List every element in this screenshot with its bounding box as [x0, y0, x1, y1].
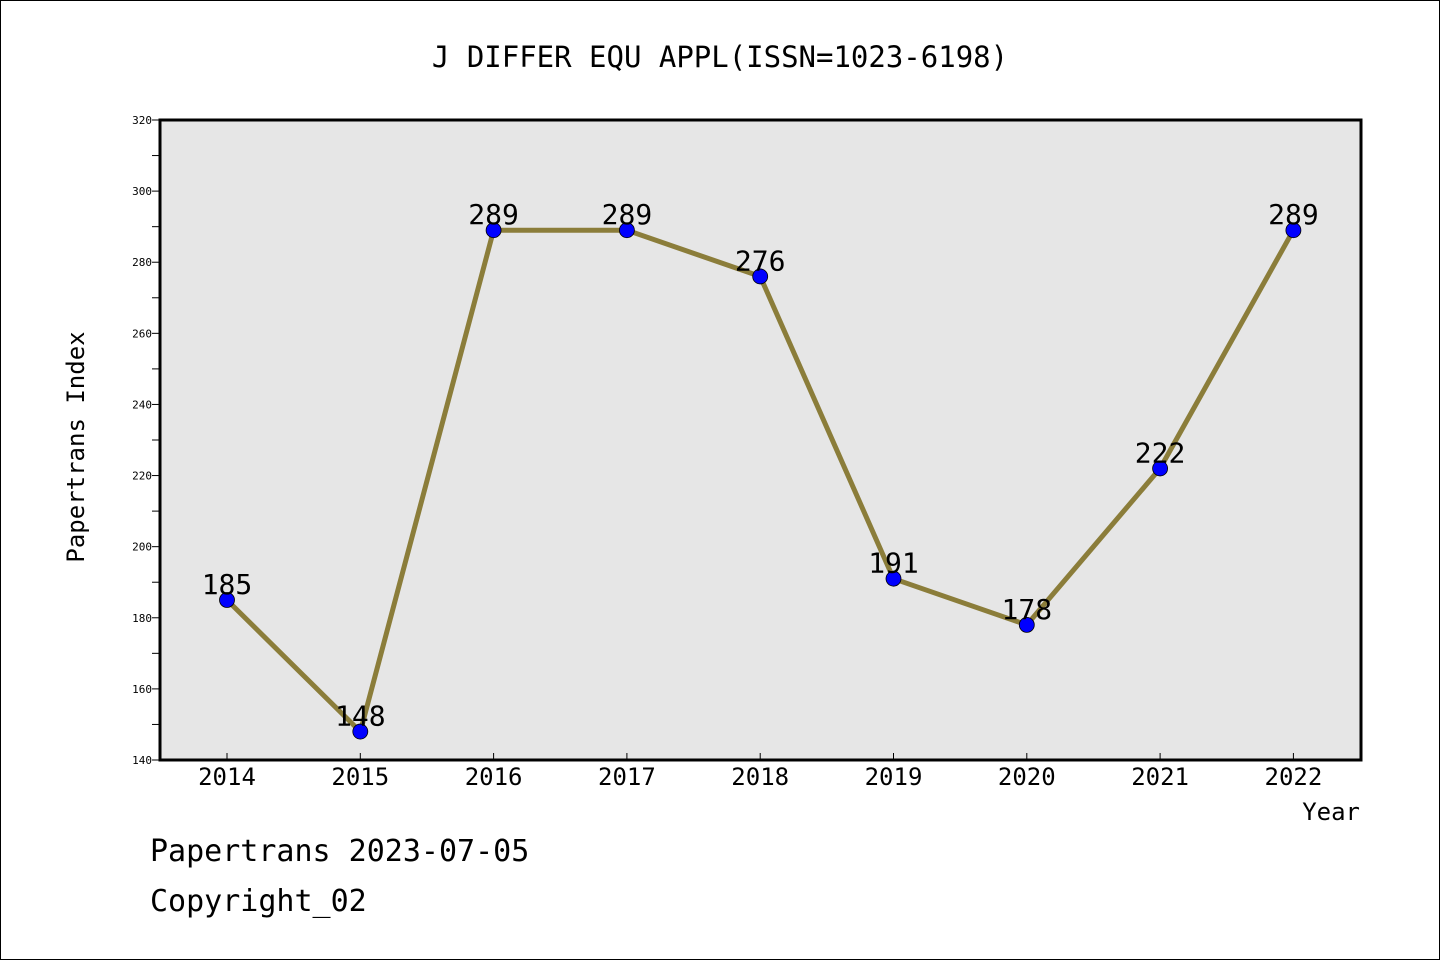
x-tick-label: 2022: [1265, 763, 1323, 791]
x-tick-label: 2021: [1131, 763, 1189, 791]
y-axis: 140 160 180 200 220 240 260 280 300 320: [132, 114, 160, 767]
y-tick-label: 240: [132, 398, 152, 411]
y-tick-label: 320: [132, 114, 152, 127]
y-tick-label: 140: [132, 754, 152, 767]
data-label: 289: [1268, 198, 1319, 231]
data-label: 289: [468, 198, 519, 231]
footer-copyright: Copyright_02: [150, 884, 367, 919]
chart-title: J DIFFER EQU APPL(ISSN=1023-6198): [432, 40, 1008, 74]
x-tick-label: 2017: [598, 763, 656, 791]
y-tick-label: 200: [132, 541, 152, 554]
data-point: [352, 723, 369, 740]
plot-area: [158, 118, 1363, 762]
data-point: [219, 592, 235, 608]
data-point: [885, 570, 902, 587]
x-tick-label: 2020: [998, 763, 1056, 791]
data-label: 185: [202, 568, 253, 601]
data-label: 191: [868, 547, 919, 580]
data-label: 276: [735, 244, 786, 277]
x-tick-label: 2018: [731, 763, 789, 791]
x-tick-label: 2019: [865, 763, 923, 791]
x-tick-label: 2014: [198, 763, 256, 791]
data-label: 148: [335, 700, 386, 733]
data-point: [1285, 222, 1302, 239]
data-label: 222: [1135, 436, 1186, 469]
x-tick-label: 2015: [331, 763, 389, 791]
x-axis-label: Year: [1302, 798, 1360, 826]
x-tick-label: 2016: [465, 763, 523, 791]
y-tick-label: 180: [132, 612, 152, 625]
x-axis: 2014 2015 2016 2017 2018 2019 2020 2021 2022: [198, 753, 1322, 791]
data-point: [485, 222, 502, 239]
footer-date: Papertrans 2023-07-05: [150, 834, 530, 869]
y-tick-label: 220: [132, 470, 152, 483]
series-layer: 185 148 289 289 276 191 178 222 289: [202, 198, 1319, 740]
data-point: [1152, 460, 1168, 477]
data-point: [752, 268, 769, 285]
y-axis-label: Papertrans Index: [62, 331, 90, 562]
data-label: 289: [602, 198, 653, 231]
y-tick-label: 260: [132, 327, 152, 340]
y-tick-label: 300: [132, 185, 152, 198]
y-tick-label: 160: [132, 683, 152, 696]
data-point: [1018, 616, 1035, 633]
data-label: 178: [1002, 593, 1053, 626]
data-point: [619, 222, 635, 239]
y-tick-label: 280: [132, 256, 152, 269]
